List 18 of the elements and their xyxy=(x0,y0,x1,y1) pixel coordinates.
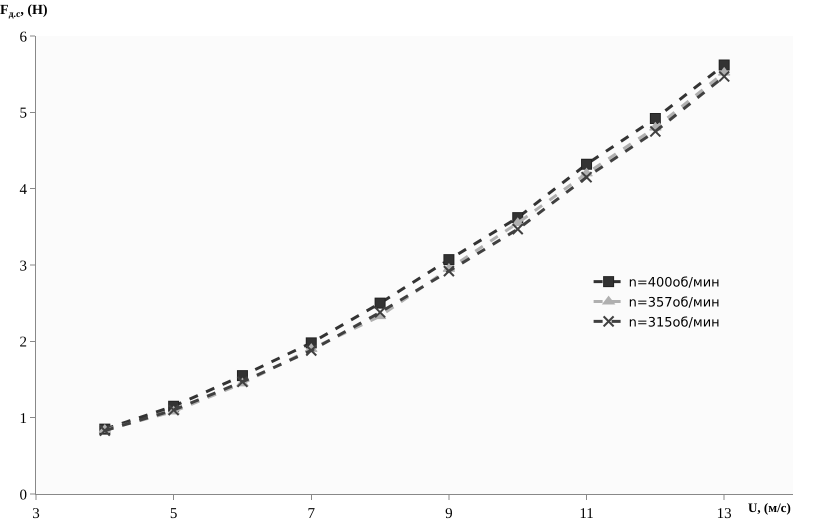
y-tick-label: 0 xyxy=(20,487,27,504)
legend-label: n=400об/мин xyxy=(628,276,720,291)
x-tick-label: 5 xyxy=(170,506,178,522)
x-tick-label: 13 xyxy=(716,506,732,522)
y-tick-label: 3 xyxy=(20,258,27,274)
x-axis-title: U, (м/с) xyxy=(748,500,791,515)
y-tick-label: 1 xyxy=(20,410,27,427)
legend-label: n=315об/мин xyxy=(628,315,720,330)
y-tick-label: 4 xyxy=(20,182,28,198)
legend-label: n=357об/мин xyxy=(628,296,720,311)
x-tick-label: 7 xyxy=(308,506,316,522)
y-tick-label: 2 xyxy=(20,334,27,351)
y-tick-label: 5 xyxy=(20,106,27,122)
x-tick-label: 9 xyxy=(445,506,453,522)
x-tick-label: 11 xyxy=(579,506,594,522)
x-tick-label: 3 xyxy=(32,506,40,522)
y-tick-label: 6 xyxy=(20,29,28,46)
y-axis-title: F$_{д.с}$, (Н) xyxy=(0,3,48,20)
